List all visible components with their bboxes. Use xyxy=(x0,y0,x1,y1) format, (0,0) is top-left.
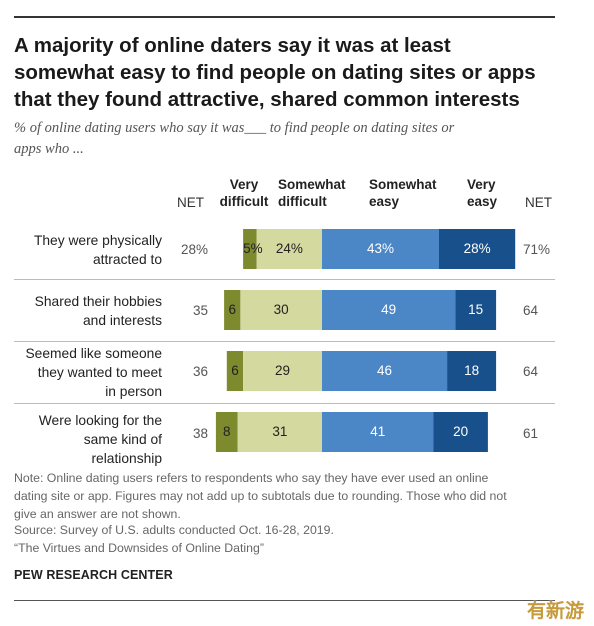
note-line-1: Note: Online dating users refers to resp… xyxy=(14,471,489,485)
legend-somewhat-difficult-line-2: difficult xyxy=(278,194,327,209)
row-label-2-line-2: they wanted to meet xyxy=(37,365,162,380)
bottom-rule xyxy=(14,600,555,601)
bar-somewhat-easy-row-3 xyxy=(322,412,434,452)
bar-somewhat-easy-row-1 xyxy=(322,290,456,330)
bar-label-somewhat-easy-row-0: 43% xyxy=(366,241,395,256)
row-label-2-line-1: Seemed like someone xyxy=(25,346,162,361)
bar-label-very-difficult-row-1: 6 xyxy=(228,302,236,317)
legend-very-easy: Very easy xyxy=(467,176,497,210)
bar-label-somewhat-easy-row-3: 41 xyxy=(370,424,386,439)
bar-very-easy-row-0 xyxy=(439,229,516,269)
row-label-1-line-1: Shared their hobbies xyxy=(34,294,162,309)
row-label-2-line-3: in person xyxy=(105,384,162,399)
bar-label-somewhat-easy-row-2: 46 xyxy=(377,363,393,378)
row-label-0-line-1: They were physically xyxy=(33,233,162,248)
legend-somewhat-difficult-line-1: Somewhat xyxy=(278,177,346,192)
bar-somewhat-difficult-row-1 xyxy=(240,290,322,330)
row-label-3: Were looking for the same kind of relati… xyxy=(2,411,162,468)
legend-somewhat-easy-line-1: Somewhat xyxy=(369,177,437,192)
bar-very-difficult-row-1 xyxy=(224,290,241,330)
net-difficult-1: 35 xyxy=(192,303,208,318)
subtitle-line-1: % of online dating users who say it was_… xyxy=(14,120,455,136)
bar-very-easy-row-1 xyxy=(455,290,497,330)
legend-very-difficult-line-2: difficult xyxy=(219,194,269,209)
row-label-1-line-2: and interests xyxy=(83,313,162,328)
watermark: 有新游 xyxy=(527,601,585,622)
bar-label-very-difficult-row-2: 6 xyxy=(231,363,239,378)
bar-label-somewhat-difficult-row-2: 29 xyxy=(275,363,291,378)
bar-very-easy-row-3 xyxy=(433,412,488,452)
bar-label-somewhat-difficult-row-0: 24% xyxy=(275,241,303,256)
bar-somewhat-easy-row-2 xyxy=(322,351,448,391)
chart-subtitle: % of online dating users who say it was_… xyxy=(14,118,574,160)
brand-logo-text: PEW RESEARCH CENTER xyxy=(14,568,173,582)
legend-very-difficult-line-1: Very xyxy=(229,177,259,192)
row-label-2: Seemed like someone they wanted to meet … xyxy=(2,344,162,401)
row-label-3-line-2: same kind of xyxy=(83,432,162,447)
net-header-left: NET xyxy=(177,195,204,210)
bar-label-somewhat-difficult-row-3: 31 xyxy=(272,424,288,439)
net-easy-1: 64 xyxy=(523,303,539,318)
chart-note: Note: Online dating users refers to resp… xyxy=(14,469,574,523)
row-divider xyxy=(14,279,555,280)
legend-very-easy-line-2: easy xyxy=(467,194,498,209)
legend-somewhat-easy: Somewhat easy xyxy=(369,176,437,210)
net-difficult-2: 36 xyxy=(192,364,208,379)
row-divider xyxy=(14,341,555,342)
bar-very-difficult-row-3 xyxy=(215,412,238,452)
legend-very-difficult: Very difficult xyxy=(214,176,274,210)
bar-very-difficult-row-0 xyxy=(243,229,257,269)
row-label-3-line-1: Were looking for the xyxy=(38,413,162,428)
row-label-0-line-2: attracted to xyxy=(92,252,162,267)
chart-source: Source: Survey of U.S. adults conducted … xyxy=(14,523,334,537)
bar-label-very-difficult-row-3: 8 xyxy=(223,424,231,439)
title-line-3: that they found attractive, shared commo… xyxy=(14,88,520,111)
bar-somewhat-easy-row-0 xyxy=(322,229,439,269)
report-title: “The Virtues and Downsides of Online Dat… xyxy=(14,541,264,555)
net-header-right: NET xyxy=(525,195,552,210)
bar-label-somewhat-easy-row-1: 49 xyxy=(381,302,397,317)
legend-somewhat-difficult: Somewhat difficult xyxy=(278,176,346,210)
net-difficult-3: 38 xyxy=(192,426,208,441)
bar-label-somewhat-difficult-row-1: 30 xyxy=(273,302,289,317)
subtitle-line-2: apps who ... xyxy=(14,141,84,157)
bar-somewhat-difficult-row-0 xyxy=(256,229,322,269)
bar-label-very-easy-row-2: 18 xyxy=(464,363,480,378)
bar-somewhat-difficult-row-2 xyxy=(243,351,322,391)
top-rule xyxy=(14,16,555,18)
net-easy-0: 71% xyxy=(523,242,551,257)
bar-very-easy-row-2 xyxy=(447,351,497,391)
bar-label-very-difficult-row-0: 5% xyxy=(243,241,263,256)
bar-very-difficult-row-2 xyxy=(226,351,244,391)
bar-label-very-easy-row-0: 28% xyxy=(463,241,491,256)
title-line-2: somewhat easy to find people on dating s… xyxy=(14,61,536,84)
title-line-1: A majority of online daters say it was a… xyxy=(14,34,451,57)
note-line-2: dating site or app. Figures may not add … xyxy=(14,489,507,503)
row-divider xyxy=(14,403,555,404)
row-label-0: They were physically attracted to xyxy=(2,231,162,269)
net-difficult-0: 28% xyxy=(180,242,208,257)
chart-title: A majority of online daters say it was a… xyxy=(14,32,574,113)
row-label-1: Shared their hobbies and interests xyxy=(2,292,162,330)
note-line-3: give an answer are not shown. xyxy=(14,507,181,521)
legend-somewhat-easy-line-2: easy xyxy=(369,194,400,209)
bar-label-very-easy-row-3: 20 xyxy=(453,424,469,439)
net-easy-2: 64 xyxy=(523,364,539,379)
row-label-3-line-3: relationship xyxy=(91,451,162,466)
net-easy-3: 61 xyxy=(523,426,539,441)
bar-somewhat-difficult-row-3 xyxy=(237,412,322,452)
bar-label-very-easy-row-1: 15 xyxy=(468,302,484,317)
legend-very-easy-line-1: Very xyxy=(467,177,496,192)
